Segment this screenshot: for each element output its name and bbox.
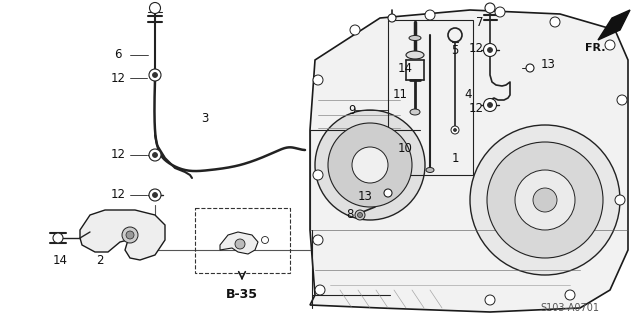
Circle shape (454, 129, 456, 131)
Circle shape (358, 212, 362, 218)
Text: FR.: FR. (585, 43, 605, 53)
Text: 10: 10 (397, 142, 412, 154)
Circle shape (483, 43, 497, 56)
Circle shape (526, 64, 534, 72)
Text: 9: 9 (348, 103, 356, 116)
Text: B-35: B-35 (226, 288, 258, 301)
Circle shape (533, 188, 557, 212)
Circle shape (488, 102, 493, 108)
Ellipse shape (410, 109, 420, 115)
Text: 13: 13 (358, 190, 372, 204)
Circle shape (126, 231, 134, 239)
Circle shape (313, 75, 323, 85)
Circle shape (550, 17, 560, 27)
Circle shape (515, 170, 575, 230)
Text: S103-A0701: S103-A0701 (541, 303, 600, 313)
Circle shape (615, 195, 625, 205)
Circle shape (313, 235, 323, 245)
Circle shape (487, 142, 603, 258)
Circle shape (150, 3, 161, 13)
Polygon shape (310, 10, 628, 312)
Text: 12: 12 (111, 149, 125, 161)
Circle shape (470, 125, 620, 275)
Circle shape (350, 25, 360, 35)
Circle shape (122, 227, 138, 243)
Text: 8: 8 (346, 209, 354, 221)
Polygon shape (80, 210, 165, 260)
Bar (195, 208, 290, 273)
Circle shape (485, 295, 495, 305)
Ellipse shape (409, 35, 421, 41)
Text: 3: 3 (202, 112, 209, 124)
Circle shape (483, 99, 497, 112)
Text: 7: 7 (476, 16, 484, 28)
Circle shape (355, 210, 365, 220)
Text: 13: 13 (541, 58, 556, 71)
Text: 12: 12 (111, 189, 125, 202)
Circle shape (315, 285, 325, 295)
Circle shape (152, 72, 157, 78)
Text: 12: 12 (468, 101, 483, 115)
Circle shape (451, 126, 459, 134)
Bar (388, 20, 473, 175)
Text: 1: 1 (451, 152, 459, 165)
Text: 2: 2 (96, 254, 104, 266)
Circle shape (152, 152, 157, 158)
Circle shape (388, 14, 396, 22)
Circle shape (488, 48, 493, 53)
Text: 11: 11 (392, 88, 408, 101)
Circle shape (313, 170, 323, 180)
Text: 12: 12 (111, 71, 125, 85)
Circle shape (235, 239, 245, 249)
Circle shape (149, 149, 161, 161)
Circle shape (495, 7, 505, 17)
Ellipse shape (426, 167, 434, 173)
Circle shape (384, 189, 392, 197)
Circle shape (485, 3, 495, 13)
Circle shape (617, 95, 627, 105)
Circle shape (149, 69, 161, 81)
Polygon shape (598, 10, 630, 40)
Text: 4: 4 (464, 88, 472, 101)
Text: 5: 5 (451, 43, 459, 56)
Ellipse shape (406, 51, 424, 59)
Circle shape (53, 233, 63, 243)
Circle shape (328, 123, 412, 207)
Text: 14: 14 (52, 254, 67, 266)
Polygon shape (220, 232, 258, 254)
Circle shape (149, 189, 161, 201)
Circle shape (565, 290, 575, 300)
Circle shape (605, 40, 615, 50)
Circle shape (152, 192, 157, 197)
Circle shape (425, 10, 435, 20)
Circle shape (352, 147, 388, 183)
Text: 14: 14 (397, 62, 413, 75)
Text: 6: 6 (115, 48, 122, 62)
Circle shape (315, 110, 425, 220)
Text: 12: 12 (468, 41, 483, 55)
Circle shape (262, 236, 269, 243)
